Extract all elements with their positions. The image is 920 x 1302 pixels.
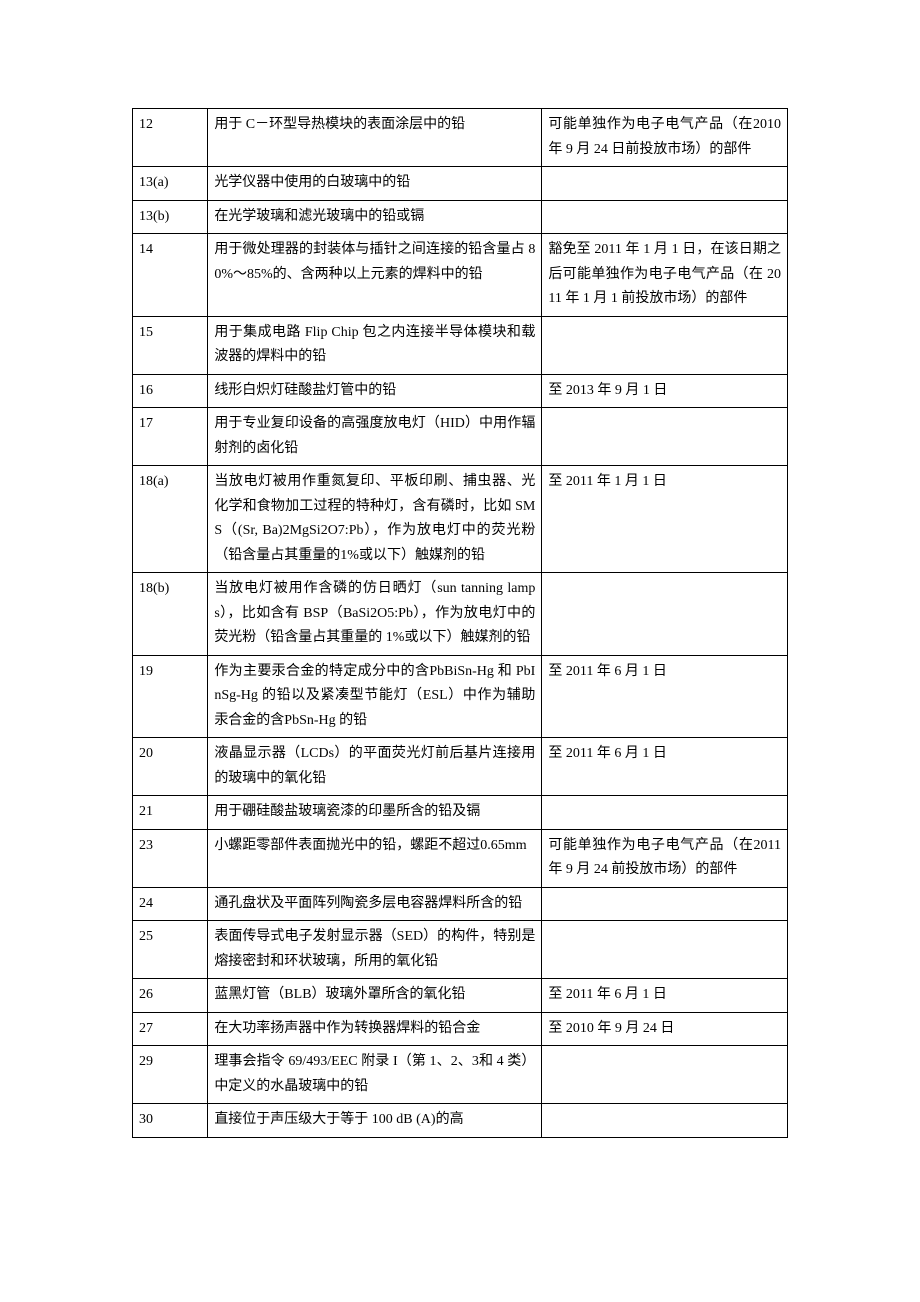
cell-note <box>542 1104 788 1138</box>
table-row: 12用于 C－环型导热模块的表面涂层中的铅可能单独作为电子电气产品（在2010 … <box>133 109 788 167</box>
cell-id: 16 <box>133 374 208 408</box>
cell-desc: 当放电灯被用作含磷的仿日晒灯（sun tanning lamps），比如含有 B… <box>208 573 542 656</box>
cell-id: 17 <box>133 408 208 466</box>
cell-note <box>542 573 788 656</box>
cell-note <box>542 887 788 921</box>
table-row: 13(b)在光学玻璃和滤光玻璃中的铅或镉 <box>133 200 788 234</box>
cell-desc: 用于 C－环型导热模块的表面涂层中的铅 <box>208 109 542 167</box>
cell-id: 27 <box>133 1012 208 1046</box>
table-row: 20液晶显示器（LCDs）的平面荧光灯前后基片连接用的玻璃中的氧化铅至 2011… <box>133 738 788 796</box>
cell-desc: 用于微处理器的封装体与插针之间连接的铅含量占 80%～85%的、含两种以上元素的… <box>208 234 542 317</box>
cell-desc: 线形白炽灯硅酸盐灯管中的铅 <box>208 374 542 408</box>
table-row: 21用于硼硅酸盐玻璃瓷漆的印墨所含的铅及镉 <box>133 796 788 830</box>
table-row: 14用于微处理器的封装体与插针之间连接的铅含量占 80%～85%的、含两种以上元… <box>133 234 788 317</box>
cell-note <box>542 1046 788 1104</box>
table-row: 29理事会指令 69/493/EEC 附录 I（第 1、2、3和 4 类）中定义… <box>133 1046 788 1104</box>
cell-note <box>542 316 788 374</box>
cell-id: 20 <box>133 738 208 796</box>
cell-id: 23 <box>133 829 208 887</box>
exemption-table: 12用于 C－环型导热模块的表面涂层中的铅可能单独作为电子电气产品（在2010 … <box>132 108 788 1138</box>
cell-note: 至 2011 年 6 月 1 日 <box>542 738 788 796</box>
cell-note: 可能单独作为电子电气产品（在2010 年 9 月 24 日前投放市场）的部件 <box>542 109 788 167</box>
cell-desc: 小螺距零部件表面抛光中的铅，螺距不超过0.65mm <box>208 829 542 887</box>
cell-id: 25 <box>133 921 208 979</box>
cell-desc: 在光学玻璃和滤光玻璃中的铅或镉 <box>208 200 542 234</box>
cell-id: 19 <box>133 655 208 738</box>
cell-id: 18(b) <box>133 573 208 656</box>
cell-desc: 在大功率扬声器中作为转换器焊料的铅合金 <box>208 1012 542 1046</box>
table-row: 26蓝黑灯管（BLB）玻璃外罩所含的氧化铅至 2011 年 6 月 1 日 <box>133 979 788 1013</box>
cell-id: 14 <box>133 234 208 317</box>
table-row: 27在大功率扬声器中作为转换器焊料的铅合金至 2010 年 9 月 24 日 <box>133 1012 788 1046</box>
cell-desc: 理事会指令 69/493/EEC 附录 I（第 1、2、3和 4 类）中定义的水… <box>208 1046 542 1104</box>
table-row: 23小螺距零部件表面抛光中的铅，螺距不超过0.65mm可能单独作为电子电气产品（… <box>133 829 788 887</box>
cell-id: 26 <box>133 979 208 1013</box>
cell-id: 15 <box>133 316 208 374</box>
cell-desc: 用于集成电路 Flip Chip 包之内连接半导体模块和载波器的焊料中的铅 <box>208 316 542 374</box>
cell-desc: 直接位于声压级大于等于 100 dB (A)的高 <box>208 1104 542 1138</box>
table-row: 18(b)当放电灯被用作含磷的仿日晒灯（sun tanning lamps），比… <box>133 573 788 656</box>
cell-note <box>542 167 788 201</box>
cell-id: 21 <box>133 796 208 830</box>
cell-desc: 表面传导式电子发射显示器（SED）的构件，特别是熔接密封和环状玻璃，所用的氧化铅 <box>208 921 542 979</box>
cell-desc: 光学仪器中使用的白玻璃中的铅 <box>208 167 542 201</box>
cell-desc: 蓝黑灯管（BLB）玻璃外罩所含的氧化铅 <box>208 979 542 1013</box>
cell-note <box>542 408 788 466</box>
cell-id: 13(b) <box>133 200 208 234</box>
cell-note: 至 2011 年 1 月 1 日 <box>542 466 788 573</box>
cell-note <box>542 796 788 830</box>
cell-note <box>542 921 788 979</box>
table-row: 17用于专业复印设备的高强度放电灯（HID）中用作辐射剂的卤化铅 <box>133 408 788 466</box>
cell-id: 18(a) <box>133 466 208 573</box>
cell-desc: 液晶显示器（LCDs）的平面荧光灯前后基片连接用的玻璃中的氧化铅 <box>208 738 542 796</box>
table-row: 19作为主要汞合金的特定成分中的含PbBiSn-Hg 和 PbInSg-Hg 的… <box>133 655 788 738</box>
cell-desc: 作为主要汞合金的特定成分中的含PbBiSn-Hg 和 PbInSg-Hg 的铅以… <box>208 655 542 738</box>
cell-note: 豁免至 2011 年 1 月 1 日，在该日期之后可能单独作为电子电气产品（在 … <box>542 234 788 317</box>
table-row: 25表面传导式电子发射显示器（SED）的构件，特别是熔接密封和环状玻璃，所用的氧… <box>133 921 788 979</box>
cell-desc: 通孔盘状及平面阵列陶瓷多层电容器焊料所含的铅 <box>208 887 542 921</box>
cell-note: 至 2011 年 6 月 1 日 <box>542 655 788 738</box>
cell-note: 可能单独作为电子电气产品（在2011 年 9 月 24 前投放市场）的部件 <box>542 829 788 887</box>
table-row: 24通孔盘状及平面阵列陶瓷多层电容器焊料所含的铅 <box>133 887 788 921</box>
table-body: 12用于 C－环型导热模块的表面涂层中的铅可能单独作为电子电气产品（在2010 … <box>133 109 788 1138</box>
table-row: 18(a)当放电灯被用作重氮复印、平板印刷、捕虫器、光化学和食物加工过程的特种灯… <box>133 466 788 573</box>
cell-desc: 用于硼硅酸盐玻璃瓷漆的印墨所含的铅及镉 <box>208 796 542 830</box>
cell-id: 12 <box>133 109 208 167</box>
cell-note: 至 2013 年 9 月 1 日 <box>542 374 788 408</box>
table-row: 15用于集成电路 Flip Chip 包之内连接半导体模块和载波器的焊料中的铅 <box>133 316 788 374</box>
cell-id: 13(a) <box>133 167 208 201</box>
cell-id: 24 <box>133 887 208 921</box>
cell-id: 29 <box>133 1046 208 1104</box>
table-row: 30直接位于声压级大于等于 100 dB (A)的高 <box>133 1104 788 1138</box>
cell-desc: 当放电灯被用作重氮复印、平板印刷、捕虫器、光化学和食物加工过程的特种灯，含有磷时… <box>208 466 542 573</box>
cell-note: 至 2010 年 9 月 24 日 <box>542 1012 788 1046</box>
cell-desc: 用于专业复印设备的高强度放电灯（HID）中用作辐射剂的卤化铅 <box>208 408 542 466</box>
cell-note: 至 2011 年 6 月 1 日 <box>542 979 788 1013</box>
cell-id: 30 <box>133 1104 208 1138</box>
cell-note <box>542 200 788 234</box>
table-row: 13(a)光学仪器中使用的白玻璃中的铅 <box>133 167 788 201</box>
table-row: 16线形白炽灯硅酸盐灯管中的铅至 2013 年 9 月 1 日 <box>133 374 788 408</box>
